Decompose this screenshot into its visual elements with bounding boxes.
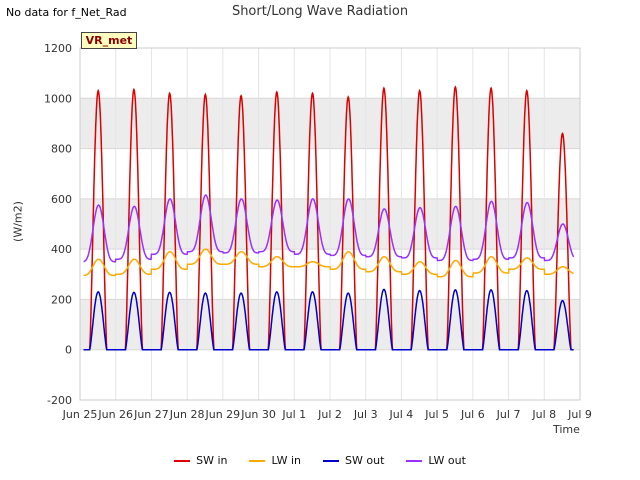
y-tick-label: 800 (51, 143, 72, 156)
x-tick-label: Jul 2 (317, 408, 342, 421)
y-tick-label: 200 (51, 293, 72, 306)
legend-label-sw-out: SW out (345, 454, 385, 467)
legend: SW in LW in SW out LW out (0, 454, 640, 467)
x-tick-label: Jul 3 (353, 408, 378, 421)
x-tick-label: Jun 29 (205, 408, 241, 421)
x-tick-label: Jul 9 (567, 408, 592, 421)
x-tick-label: Jun 30 (240, 408, 276, 421)
x-tick-label: Jun 28 (169, 408, 205, 421)
y-tick-label: 600 (51, 193, 72, 206)
legend-label-lw-in: LW in (271, 454, 302, 467)
series-line-lw-out (83, 194, 575, 263)
y-tick-label: 400 (51, 243, 72, 256)
y-tick-label: 1200 (44, 42, 72, 55)
legend-label-sw-in: SW in (196, 454, 228, 467)
legend-swatch-sw-out (323, 459, 340, 462)
legend-swatch-lw-out (406, 459, 423, 462)
x-tick-label: Jun 26 (97, 408, 133, 421)
x-tick-label: Jul 6 (460, 408, 485, 421)
y-tick-label: 0 (65, 344, 72, 357)
x-tick-label: Jun 27 (133, 408, 169, 421)
chart-title: Short/Long Wave Radiation (231, 4, 409, 19)
x-axis-label: Time (553, 423, 580, 436)
x-tick-label: Jun 25 (62, 408, 98, 421)
legend-item-lw-in[interactable]: LW in (249, 454, 301, 467)
legend-label-lw-out: LW out (428, 454, 466, 467)
legend-item-sw-out[interactable]: SW out (323, 454, 384, 467)
y-tick-label: 1000 (44, 92, 72, 105)
station-badge: VR_met (81, 32, 137, 49)
legend-swatch-sw-in (174, 459, 191, 462)
x-tick-label: Jul 7 (496, 408, 521, 421)
y-tick-label: -200 (47, 394, 72, 407)
legend-item-sw-in[interactable]: SW in (174, 454, 227, 467)
x-tick-label: Jul 5 (424, 408, 449, 421)
x-tick-label: Jul 4 (389, 408, 414, 421)
x-tick-label: Jul 8 (531, 408, 556, 421)
series-line-lw-in (83, 248, 574, 278)
legend-item-lw-out[interactable]: LW out (406, 454, 466, 467)
no-data-note: No data for f_Net_Rad (6, 6, 127, 19)
y-axis-label: (W/m2) (11, 201, 25, 242)
series-line-sw-out (83, 288, 574, 351)
legend-swatch-lw-in (249, 459, 266, 462)
x-tick-label: Jul 1 (281, 408, 306, 421)
plot-frame (79, 47, 581, 401)
